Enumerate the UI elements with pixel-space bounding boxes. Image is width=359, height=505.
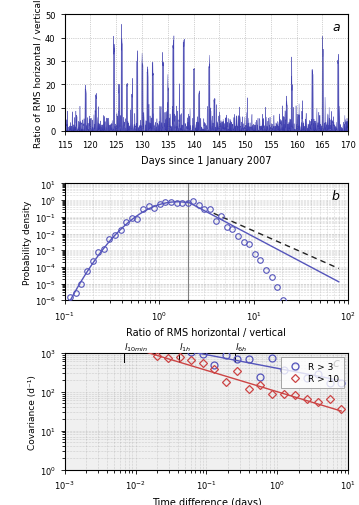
Text: c: c [333,357,340,370]
X-axis label: Ratio of RMS horizontal / vertical: Ratio of RMS horizontal / vertical [126,328,286,337]
Text: b: b [332,190,340,203]
X-axis label: Days since 1 January 2007: Days since 1 January 2007 [141,155,272,165]
Legend: R > 3, R > 10: R > 3, R > 10 [281,358,344,388]
Text: $\mathit{l}_{1h}$: $\mathit{l}_{1h}$ [180,341,192,353]
Text: a: a [332,21,340,34]
Y-axis label: Probability density: Probability density [23,200,32,284]
X-axis label: Time difference (days): Time difference (days) [151,496,261,505]
Y-axis label: Covariance (d⁻¹): Covariance (d⁻¹) [28,374,37,449]
Y-axis label: Ratio of RMS horizontal / vertical: Ratio of RMS horizontal / vertical [33,0,42,147]
Text: $\mathit{l}_{6h}$: $\mathit{l}_{6h}$ [235,341,247,353]
Text: $\mathit{l}_{10min}$: $\mathit{l}_{10min}$ [124,341,148,353]
